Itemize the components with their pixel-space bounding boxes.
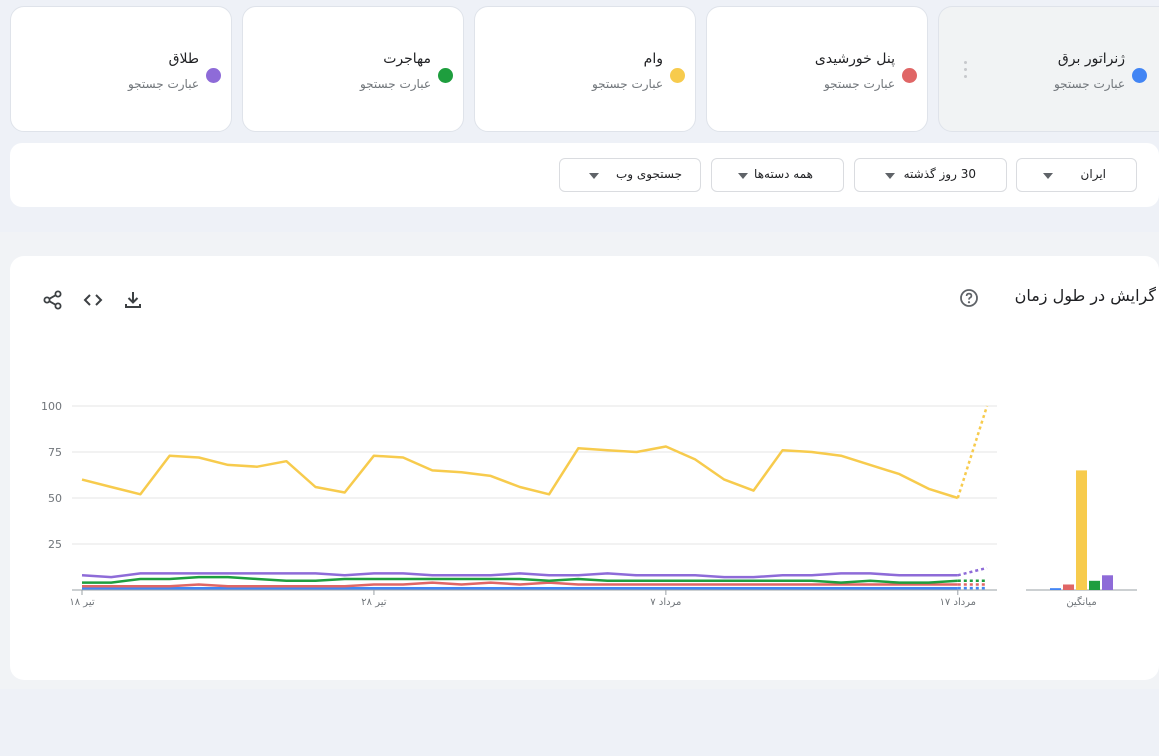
term-subtitle: عبارت جستجو [1053, 77, 1125, 91]
region-select[interactable]: ایران [1016, 158, 1137, 192]
term-color-dot [670, 68, 685, 83]
term-card-1[interactable]: ژنراتور برق عبارت جستجو [938, 6, 1159, 132]
y-tick-label: 75 [48, 446, 62, 459]
series-partial-segment [957, 566, 988, 577]
x-tick-label: ۱۸ تیر [69, 597, 94, 608]
term-subtitle: عبارت جستجو [359, 77, 431, 91]
search-type-label: جستجوی وب [616, 167, 682, 181]
chevron-down-icon [885, 173, 895, 179]
average-label: میانگین [1066, 596, 1096, 608]
region-label: ایران [1080, 167, 1106, 181]
period-select[interactable]: 30 روز گذشته [854, 158, 1007, 192]
term-card-2[interactable]: پنل خورشیدی عبارت جستجو [706, 6, 928, 132]
term-subtitle: عبارت جستجو [591, 77, 663, 91]
x-tick-label: ۱۷ مرداد [940, 597, 976, 608]
x-tick-label: ۷ مرداد [650, 597, 681, 608]
category-select[interactable]: همه دسته‌ها [711, 158, 844, 192]
term-card-5[interactable]: طلاق عبارت جستجو [10, 6, 232, 132]
line-chart: 100 75 50 25 ۱۸ تیر ۲۸ تیر ۷ مرداد ۱۷ مرداد میان… [41, 400, 1137, 608]
series-line [82, 581, 958, 588]
average-bar [1050, 588, 1061, 590]
share-icon[interactable] [42, 289, 64, 311]
download-icon[interactable] [122, 289, 144, 311]
search-type-select[interactable]: جستجوی وب [559, 158, 701, 192]
chevron-down-icon [738, 173, 748, 179]
term-subtitle: عبارت جستجو [823, 77, 895, 91]
term-color-dot [1132, 68, 1147, 83]
term-card-3[interactable]: وام عبارت جستجو [474, 6, 696, 132]
y-tick-label: 100 [41, 400, 62, 413]
embed-code-icon[interactable] [82, 289, 104, 311]
average-bar [1063, 584, 1074, 590]
chevron-down-icon [589, 173, 599, 179]
chart-title: گرایش در طول زمان [1014, 286, 1156, 305]
x-tick-label: ۲۸ تیر [361, 597, 386, 608]
term-subtitle: عبارت جستجو [127, 77, 199, 91]
series-line [82, 575, 958, 584]
term-color-dot [902, 68, 917, 83]
term-color-dot [206, 68, 221, 83]
term-name: وام [643, 51, 663, 67]
term-name: طلاق [168, 51, 199, 67]
term-card-4[interactable]: مهاجرت عبارت جستجو [242, 6, 464, 132]
period-label: 30 روز گذشته [903, 167, 976, 181]
y-tick-label: 25 [48, 538, 62, 551]
average-bar [1102, 575, 1113, 590]
term-name: پنل خورشیدی [814, 51, 895, 67]
filter-bar: ایران 30 روز گذشته همه دسته‌ها جستجوی وب [10, 143, 1159, 207]
interest-over-time-card: گرایش در طول زمان 100 75 50 25 ۱۸ تیر ۲۸ تیر ۷… [10, 256, 1159, 680]
average-bar [1089, 580, 1100, 590]
help-icon[interactable] [960, 289, 978, 307]
chevron-down-icon [1043, 173, 1053, 179]
term-color-dot [438, 68, 453, 83]
y-tick-label: 50 [48, 492, 62, 505]
term-name: ژنراتور برق [1057, 51, 1125, 67]
drag-handle-icon[interactable] [961, 61, 971, 85]
category-label: همه دسته‌ها [754, 167, 813, 181]
term-name: مهاجرت [383, 51, 431, 67]
average-bar [1076, 470, 1087, 590]
series-line [81, 445, 959, 500]
series-line [81, 572, 958, 579]
series-partial-segment [956, 405, 989, 499]
